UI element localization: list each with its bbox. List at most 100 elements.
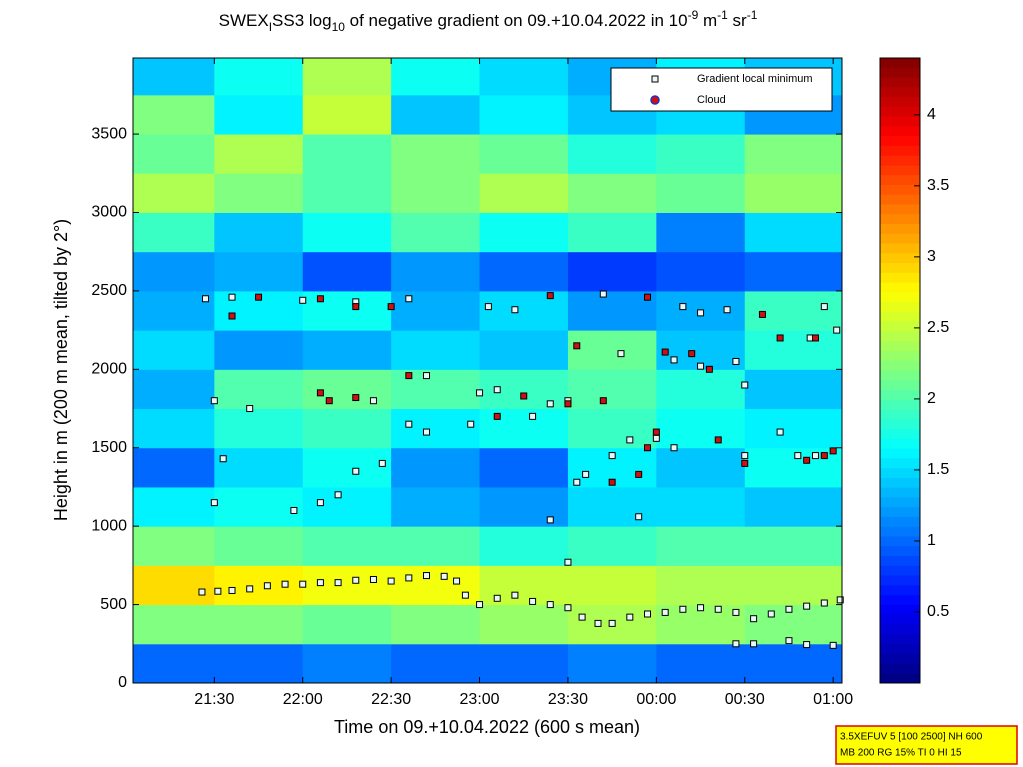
- heat-cell: [656, 565, 746, 606]
- point: [714, 605, 722, 613]
- point: [352, 576, 360, 584]
- plot-frame: [132, 57, 843, 684]
- colorbar: [880, 58, 920, 684]
- heat-cell: [567, 290, 657, 331]
- point: [599, 290, 607, 298]
- heat-cell: [479, 290, 569, 331]
- point: [387, 303, 395, 311]
- heat-cell: [744, 604, 842, 645]
- point: [803, 602, 811, 610]
- point: [299, 580, 307, 588]
- point: [750, 615, 758, 623]
- heat-cell: [214, 58, 304, 96]
- colorbar-step: [880, 468, 920, 479]
- point: [741, 452, 749, 460]
- point: [732, 640, 740, 648]
- colorbar-step: [880, 497, 920, 508]
- legend-marker: [650, 95, 660, 105]
- point: [405, 574, 413, 582]
- heat-cell: [391, 330, 481, 370]
- heat-cell: [479, 486, 569, 527]
- heat-cell: [391, 94, 481, 135]
- point: [423, 428, 431, 436]
- heat-cell: [567, 565, 657, 606]
- point: [511, 306, 519, 314]
- title-part: -1: [717, 8, 728, 22]
- heat-cell: [133, 604, 215, 645]
- colorbar-step: [880, 429, 920, 440]
- colorbar-step: [880, 321, 920, 332]
- heat-cell: [391, 526, 481, 566]
- heat-cell: [302, 94, 392, 135]
- heat-cell: [391, 565, 481, 606]
- heat-cell: [302, 526, 392, 566]
- colorbar-tick-label: 3.5: [927, 177, 949, 194]
- heat-cell: [567, 486, 657, 527]
- point: [705, 365, 713, 373]
- x-tick-label: 22:00: [283, 691, 323, 708]
- heat-cell: [391, 134, 481, 174]
- point: [405, 372, 413, 380]
- x-tick-label: 01:00: [813, 691, 853, 708]
- heat-cell: [479, 369, 569, 410]
- colorbar-step: [880, 243, 920, 254]
- point: [299, 296, 307, 304]
- point: [198, 588, 206, 596]
- heat-cell: [567, 330, 657, 370]
- point: [599, 397, 607, 405]
- title-part: -9: [688, 8, 699, 22]
- heat-cell: [302, 369, 392, 410]
- colorbar-step: [880, 155, 920, 166]
- points: [198, 290, 844, 649]
- heat-cell: [391, 486, 481, 527]
- heat-cell: [133, 526, 215, 566]
- colorbar-step: [880, 663, 920, 674]
- heat-cell: [133, 251, 215, 292]
- heat-cell: [302, 486, 392, 527]
- point: [405, 295, 413, 303]
- colorbar-tick-label: 0.5: [927, 603, 949, 620]
- colorbar-step: [880, 614, 920, 625]
- heat-cell: [302, 58, 392, 96]
- point: [767, 610, 775, 618]
- heat-cell: [133, 330, 215, 370]
- heat-cell: [302, 447, 392, 488]
- point: [635, 513, 643, 521]
- colorbar-step: [880, 350, 920, 362]
- heat-cell: [744, 134, 842, 174]
- colorbar-step: [880, 233, 920, 245]
- point: [594, 619, 602, 627]
- point: [529, 597, 537, 605]
- point: [423, 572, 431, 580]
- point: [785, 605, 793, 613]
- heat-cell: [656, 643, 746, 683]
- point: [578, 613, 586, 621]
- colorbar-step: [880, 67, 920, 79]
- heat-cell: [391, 643, 481, 683]
- heat-cell: [567, 369, 657, 410]
- point: [697, 309, 705, 317]
- heat-cell: [479, 251, 569, 292]
- heat-cell: [214, 643, 304, 683]
- legend-label: Gradient local minimum: [697, 73, 813, 85]
- x-tick-label: 23:00: [460, 691, 500, 708]
- point: [453, 577, 461, 585]
- heat-cell: [656, 369, 746, 410]
- heat-cell: [391, 408, 481, 449]
- point: [546, 400, 554, 408]
- point: [529, 412, 537, 420]
- point: [811, 452, 819, 460]
- heat-cell: [744, 251, 842, 292]
- heatmap: [133, 58, 842, 683]
- colorbar-step: [880, 536, 920, 547]
- point: [758, 310, 766, 318]
- point: [670, 444, 678, 452]
- title-part: of negative gradient on 09.+10.04.2022 i…: [345, 11, 688, 30]
- title-part: 10: [332, 20, 346, 34]
- point: [246, 585, 254, 593]
- point: [325, 397, 333, 405]
- point: [820, 599, 828, 607]
- heat-cell: [567, 408, 657, 449]
- point: [564, 400, 572, 408]
- y-tick-label: 2000: [91, 361, 127, 378]
